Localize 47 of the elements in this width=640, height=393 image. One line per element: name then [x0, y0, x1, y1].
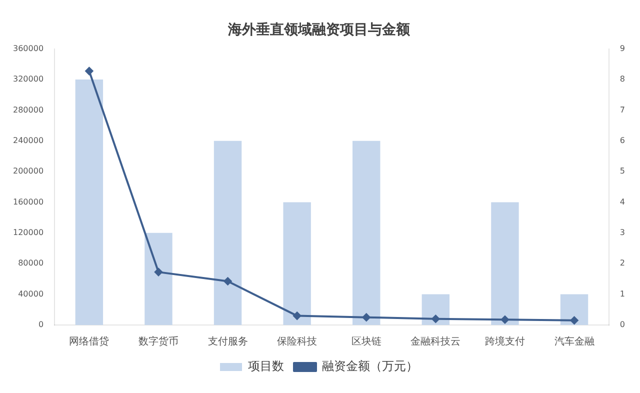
y-tick-label: 160000	[12, 197, 44, 206]
y2-tick-label: 7	[620, 105, 626, 114]
x-tick-label: 保险科技	[277, 336, 318, 348]
y2-tick-label: 0	[620, 320, 626, 330]
y-tick-label: 0	[38, 320, 44, 330]
x-tick-label: 数字货币	[138, 336, 178, 348]
point	[154, 268, 162, 276]
y-tick-label: 40000	[18, 289, 44, 298]
point	[362, 313, 370, 322]
bar	[144, 232, 172, 325]
y-tick-label: 240000	[12, 136, 44, 145]
legend-label: 项目数	[248, 359, 284, 374]
chart-title: 海外垂直领域融资项目与金额	[227, 21, 411, 38]
x-tick-label: 区块链	[351, 336, 382, 348]
y2-tick-label: 5	[620, 166, 626, 176]
y-tick-label: 120000	[12, 228, 44, 238]
bar	[75, 79, 104, 325]
x-tick-label: 金融科技云	[410, 336, 461, 348]
y-tick-label: 200000	[12, 166, 44, 176]
point	[500, 316, 509, 324]
y-tick-label: 80000	[18, 258, 44, 268]
bar	[491, 202, 519, 325]
y2-tick-label: 1	[620, 289, 626, 298]
point	[224, 277, 232, 286]
y2-tick-label: 8	[620, 74, 626, 84]
legend-label: 融资金额（万元）	[322, 359, 418, 374]
x-tick-label: 网络借贷	[69, 336, 110, 348]
y-tick-label: 320000	[12, 74, 44, 84]
x-tick-label: 汽车金融	[554, 336, 594, 348]
y2-tick-label: 2	[620, 258, 626, 268]
point	[293, 312, 302, 320]
point	[85, 67, 94, 76]
x-tick-label: 跨境支付	[484, 336, 525, 348]
bar	[283, 202, 311, 325]
point	[432, 314, 440, 323]
y2-tick-label: 4	[620, 197, 626, 206]
y-tick-label: 360000	[12, 44, 44, 53]
bar	[352, 140, 380, 325]
bar	[422, 294, 450, 325]
y2-tick-label: 3	[620, 228, 626, 238]
y2-tick-label: 9	[620, 44, 626, 53]
x-tick-label: 支付服务	[208, 336, 248, 348]
bar	[214, 140, 242, 325]
y-tick-label: 280000	[12, 105, 44, 114]
bar	[560, 294, 588, 325]
y2-tick-label: 6	[620, 136, 626, 145]
point	[570, 316, 578, 324]
